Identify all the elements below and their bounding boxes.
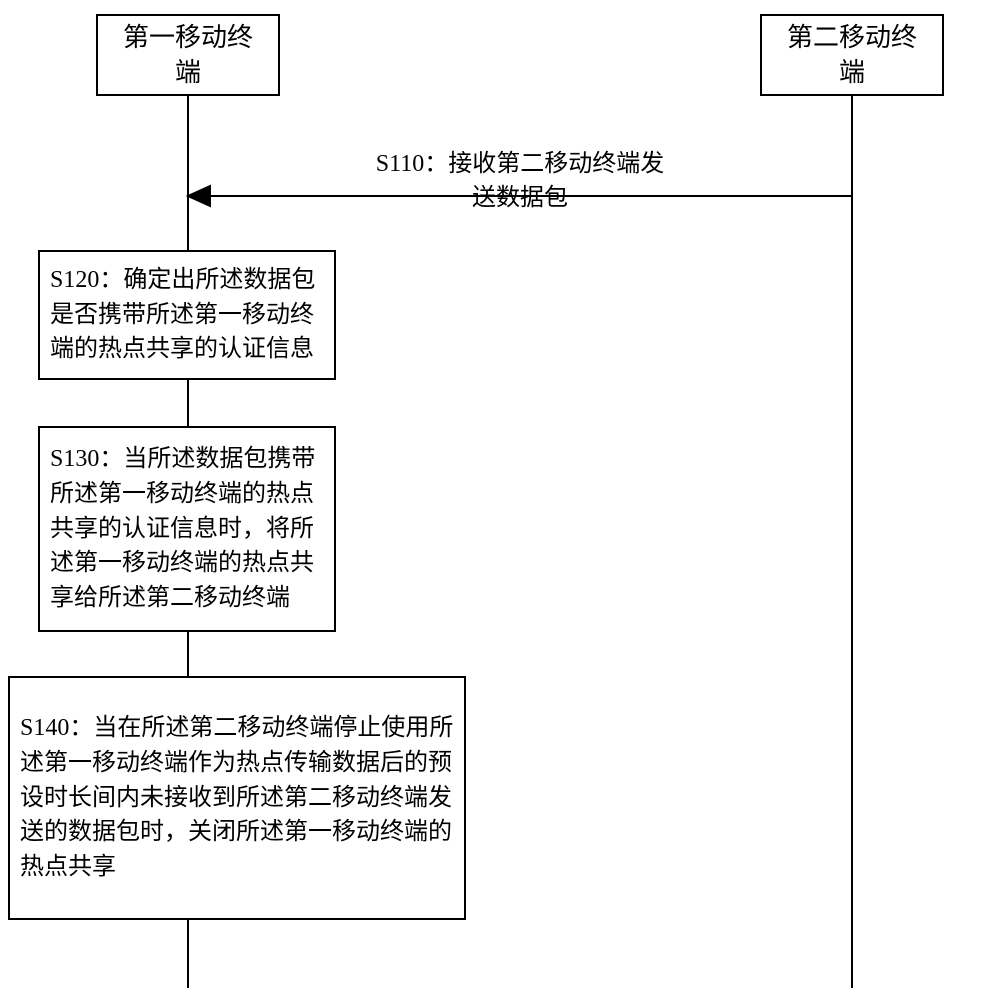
actor-terminal1-label: 第一移动终端 <box>123 20 253 90</box>
step-s130: S130：当所述数据包携带所述第一移动终端的热点共享的认证信息时，将所述第一移动… <box>38 426 336 632</box>
step-s140: S140：当在所述第二移动终端停止使用所述第一移动终端作为热点传输数据后的预设时… <box>8 676 466 920</box>
step-s130-text: S130：当所述数据包携带所述第一移动终端的热点共享的认证信息时，将所述第一移动… <box>50 442 324 616</box>
step-s120: S120：确定出所述数据包是否携带所述第一移动终端的热点共享的认证信息 <box>38 250 336 380</box>
step-s120-text: S120：确定出所述数据包是否携带所述第一移动终端的热点共享的认证信息 <box>50 263 324 367</box>
step-s140-text: S140：当在所述第二移动终端停止使用所述第一移动终端作为热点传输数据后的预设时… <box>20 711 454 885</box>
actor-terminal1: 第一移动终端 <box>96 14 280 96</box>
message-s110-line2: 送数据包 <box>300 182 740 216</box>
actor-terminal2-label: 第二移动终端 <box>787 20 917 90</box>
message-s110-line1: S110：接收第二移动终端发 <box>300 148 740 182</box>
message-s110-label: S110：接收第二移动终端发 送数据包 <box>300 148 740 215</box>
actor-terminal2: 第二移动终端 <box>760 14 944 96</box>
